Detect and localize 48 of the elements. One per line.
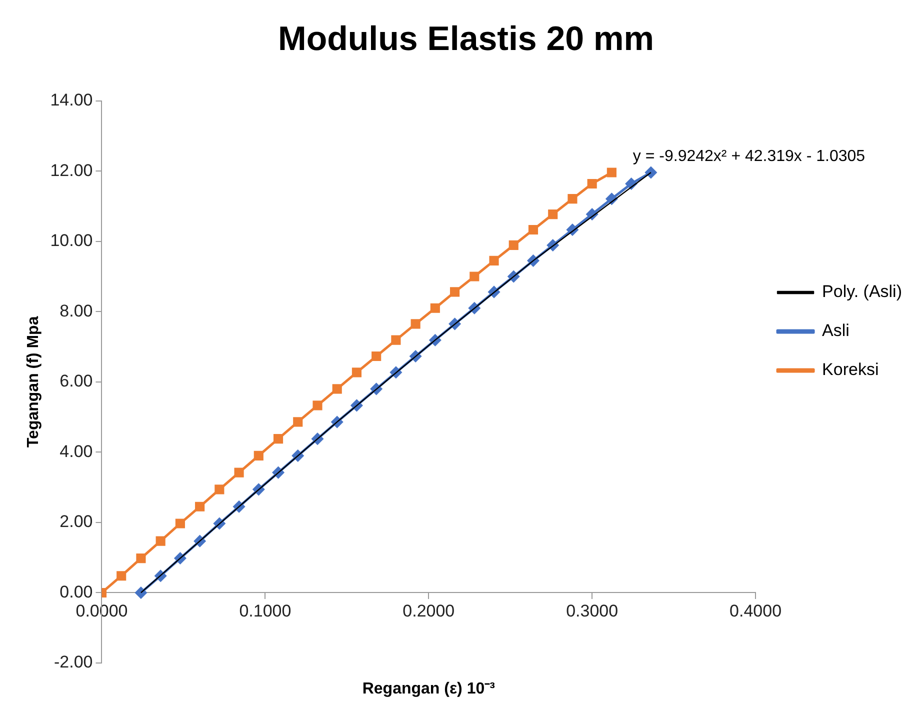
x-tick-label: 0.1000 — [239, 602, 292, 621]
x-tick-label: 0.4000 — [730, 602, 782, 621]
y-tick-label: 14.00 — [50, 90, 93, 110]
point — [332, 384, 342, 394]
legend-label: Poly. (Asli) — [822, 282, 902, 302]
chart-title: Modulus Elastis 20 mm — [278, 20, 654, 58]
point — [587, 178, 597, 189]
point — [293, 417, 303, 427]
y-tick-label: -2.00 — [54, 652, 93, 672]
point — [156, 536, 166, 546]
point — [175, 518, 185, 528]
y-tick-label: 10.00 — [50, 231, 93, 250]
point — [410, 319, 420, 329]
point — [372, 351, 382, 362]
point — [508, 240, 518, 250]
point — [489, 256, 499, 266]
point — [568, 194, 578, 204]
y-tick-label: 8.00 — [60, 301, 93, 320]
x-tick-label: 0.0000 — [76, 602, 128, 621]
point — [116, 571, 126, 581]
point — [430, 303, 440, 313]
point — [195, 502, 205, 512]
point — [391, 335, 401, 345]
point — [352, 368, 362, 378]
point — [528, 224, 538, 235]
x-axis-title: Regangan (ε) 10⁻³ — [362, 680, 495, 698]
point — [450, 287, 460, 297]
y-tick-label: 12.00 — [50, 160, 93, 180]
annotation: y = -9.9242x² + 42.319x - 1.0305 — [632, 148, 866, 165]
point — [234, 468, 244, 478]
legend-label: Asli — [822, 321, 850, 340]
point — [254, 450, 264, 460]
y-tick-label: 4.00 — [60, 442, 93, 461]
x-tick-label: 0.2000 — [402, 602, 455, 621]
y-axis-title: Tegangan (f) Mpa — [25, 316, 42, 448]
point — [136, 554, 146, 564]
y-tick-label: 0.00 — [60, 582, 93, 602]
point — [470, 272, 480, 282]
point — [548, 210, 558, 220]
y-tick-label: 6.00 — [60, 372, 93, 391]
point — [214, 484, 224, 494]
legend-label: Koreksi — [822, 360, 879, 380]
point — [606, 168, 616, 178]
point — [273, 434, 284, 444]
point — [135, 586, 147, 598]
x-tick-label: 0.3000 — [566, 602, 618, 621]
y-tick-label: 2.00 — [60, 512, 93, 532]
point — [312, 400, 322, 410]
